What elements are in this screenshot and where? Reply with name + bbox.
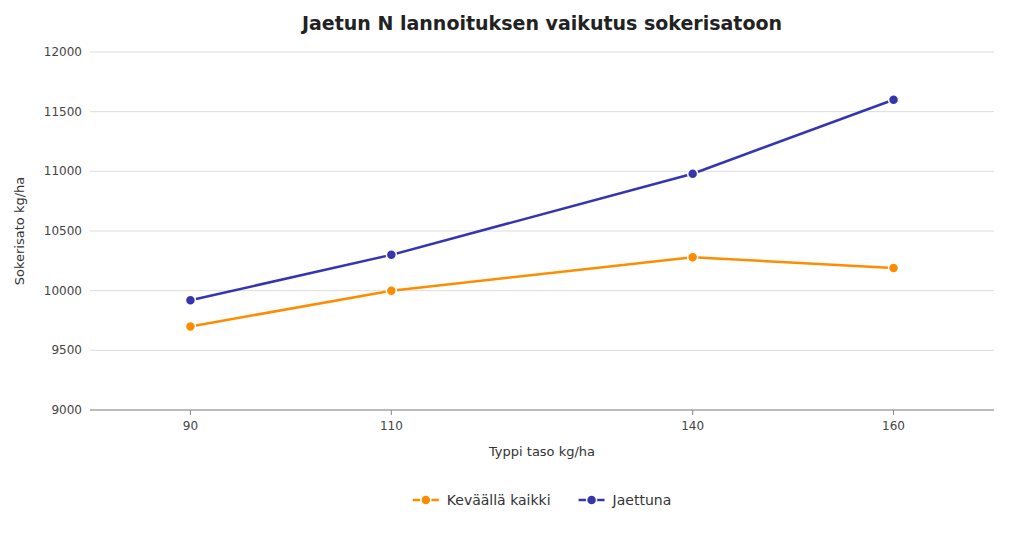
x-axis-line <box>90 410 994 411</box>
x-tick-label: 90 <box>183 419 198 433</box>
grid-line <box>90 350 994 351</box>
y-tick-label: 9500 <box>51 343 82 357</box>
legend-marker <box>587 495 597 505</box>
x-tick-label: 140 <box>681 419 704 433</box>
x-tick <box>190 410 191 415</box>
x-tick <box>893 410 894 415</box>
series-point <box>386 250 396 260</box>
y-tick-label: 11500 <box>44 105 82 119</box>
title: Jaetun N lannoituksen vaikutus sokerisat… <box>300 12 782 34</box>
legend-label: Keväällä kaikki <box>447 492 551 508</box>
y-axis-label: Sokerisato kg/ha <box>12 177 27 286</box>
series-point <box>386 286 396 296</box>
series-point <box>889 95 899 105</box>
chart-svg: Jaetun N lannoituksen vaikutus sokerisat… <box>0 0 1024 538</box>
legend-item: Keväällä kaikki <box>413 492 551 508</box>
legend-label: Jaettuna <box>612 492 672 508</box>
x-tick-label: 160 <box>882 419 905 433</box>
x-tick <box>391 410 392 415</box>
legend-marker <box>421 495 431 505</box>
chart-container: Jaetun N lannoituksen vaikutus sokerisat… <box>0 0 1024 538</box>
grid-line <box>90 410 994 411</box>
x-tick <box>692 410 693 415</box>
series-line <box>190 100 893 300</box>
y-tick-label: 11000 <box>44 164 82 178</box>
grid-line <box>90 231 994 232</box>
series-point <box>185 295 195 305</box>
y-tick-label: 10500 <box>44 224 82 238</box>
x-axis-label: Typpi taso kg/ha <box>488 444 595 459</box>
y-tick-label: 12000 <box>44 45 82 59</box>
y-tick-label: 9000 <box>51 403 82 417</box>
x-tick-label: 110 <box>380 419 403 433</box>
grid <box>90 52 994 410</box>
series-line <box>190 257 893 326</box>
series-point <box>688 169 698 179</box>
series-point <box>688 252 698 262</box>
grid-line <box>90 171 994 172</box>
series-point <box>889 263 899 273</box>
series-group <box>185 95 898 332</box>
series-point <box>185 321 195 331</box>
y-tick-label: 10000 <box>44 284 82 298</box>
legend: Keväällä kaikki Jaettuna <box>413 492 671 508</box>
grid-line <box>90 52 994 53</box>
legend-item: Jaettuna <box>579 492 672 508</box>
